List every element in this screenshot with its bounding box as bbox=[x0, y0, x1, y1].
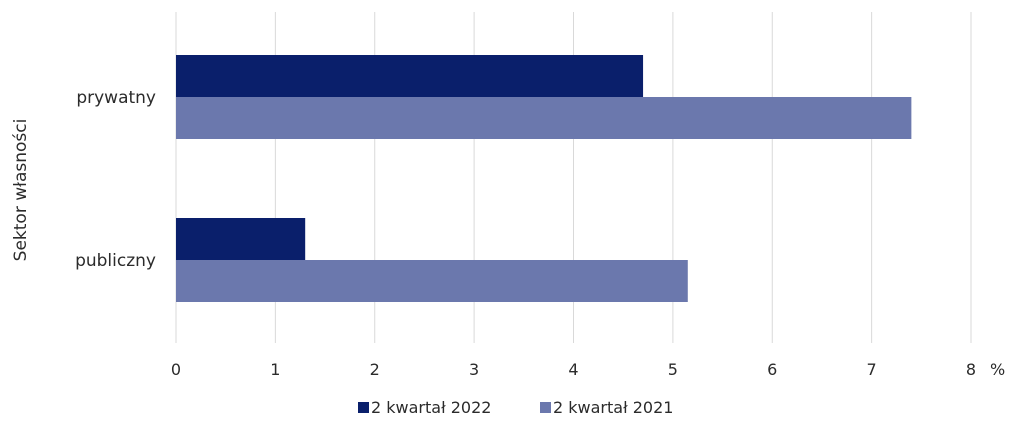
x-tick-label: 7 bbox=[867, 360, 877, 379]
bar-publiczny-series-1 bbox=[176, 260, 688, 302]
category-label-publiczny: publiczny bbox=[75, 251, 156, 271]
x-tick-label: 4 bbox=[568, 360, 578, 379]
bar-publiczny-series-0 bbox=[176, 218, 306, 260]
legend: 2 kwartał 2022 2 kwartał 2021 bbox=[358, 398, 673, 417]
y-axis-title: Sektor własności bbox=[11, 119, 31, 262]
bars bbox=[176, 55, 912, 302]
x-tick-label: 3 bbox=[469, 360, 479, 379]
x-tick-label: 1 bbox=[270, 360, 280, 379]
category-label-prywatny: prywatny bbox=[76, 88, 156, 108]
x-axis-unit: % bbox=[990, 360, 1005, 379]
x-tick-label: 5 bbox=[668, 360, 678, 379]
bar-prywatny-series-0 bbox=[176, 55, 644, 97]
labels: Sektor własności % 0 1 2 3 4 5 6 7 8 prywatny publ… bbox=[11, 88, 1005, 379]
x-tick-label: 6 bbox=[767, 360, 777, 379]
x-tick-label: 2 bbox=[370, 360, 380, 379]
legend-label-2022: 2 kwartał 2022 bbox=[371, 398, 491, 417]
legend-swatch-2022 bbox=[358, 402, 369, 413]
legend-label-2021: 2 kwartał 2021 bbox=[553, 398, 673, 417]
x-tick-label: 8 bbox=[966, 360, 976, 379]
x-tick-label: 0 bbox=[171, 360, 181, 379]
legend-swatch-2021 bbox=[540, 402, 551, 413]
bar-prywatny-series-1 bbox=[176, 97, 912, 139]
